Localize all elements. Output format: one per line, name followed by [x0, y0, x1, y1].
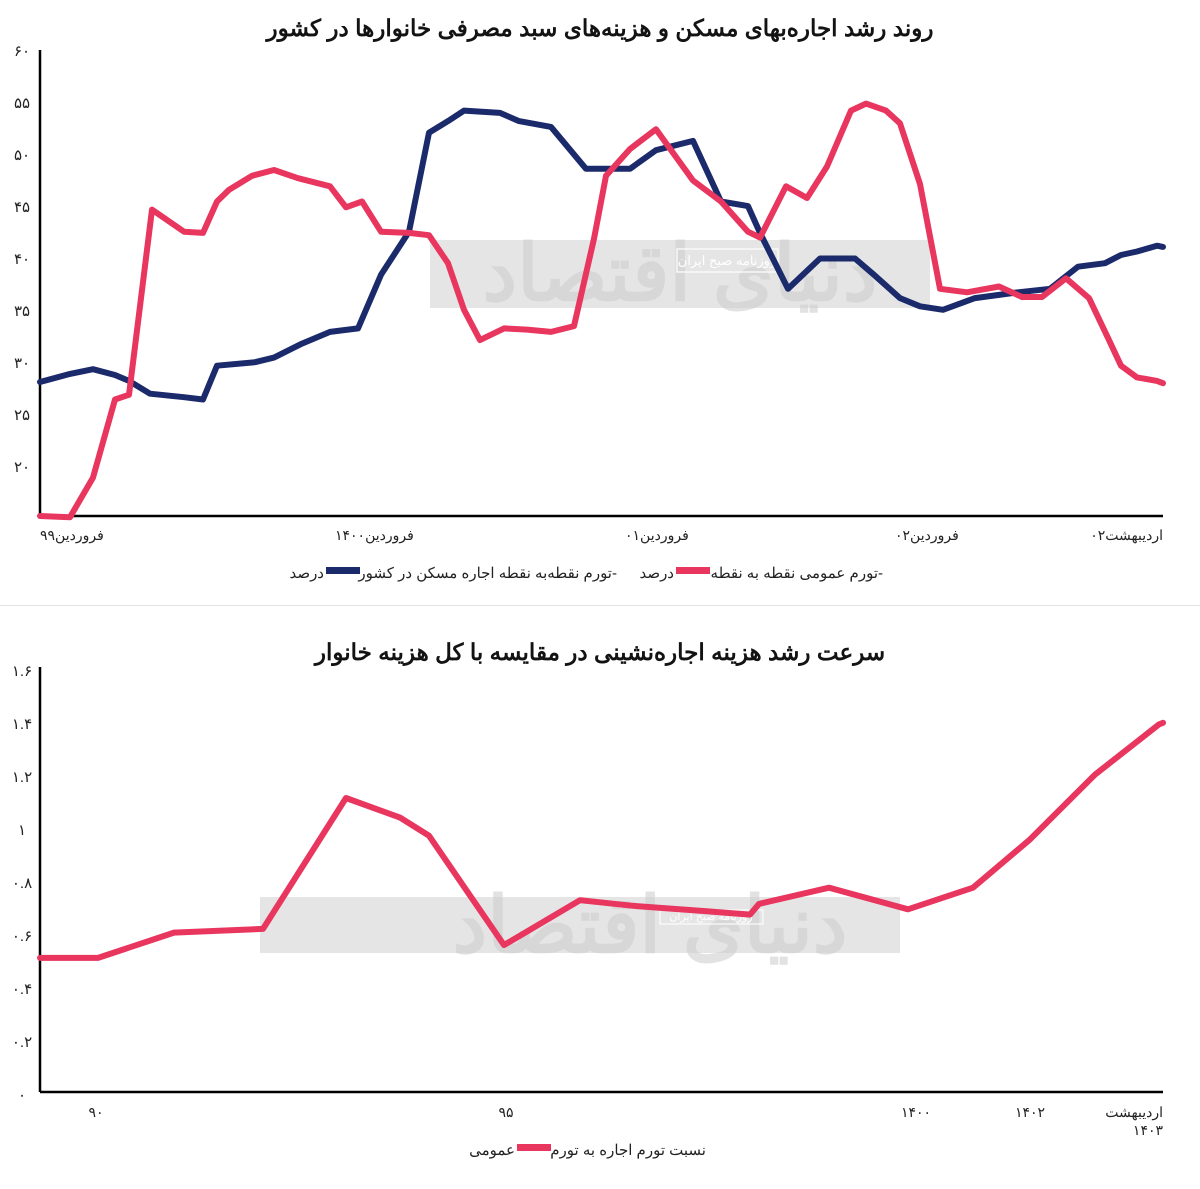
svg-text:عمومی: عمومی: [469, 1142, 515, 1159]
svg-text:فروردین۰۱: فروردین۰۱: [625, 527, 689, 544]
svg-text:تورم عمومی نقطه به نقطه-: تورم عمومی نقطه به نقطه-: [711, 565, 883, 582]
svg-text:۱۴۰۲: ۱۴۰۲: [1015, 1104, 1045, 1120]
svg-text:۳۰: ۳۰: [14, 355, 30, 372]
svg-text:درصد: درصد: [289, 565, 324, 582]
svg-text:۹۵: ۹۵: [498, 1104, 513, 1120]
svg-text:۱.۲: ۱.۲: [12, 769, 32, 786]
svg-text:فروردین۱۴۰۰: فروردین۱۴۰۰: [335, 527, 414, 544]
svg-text:فروردین۹۹: فروردین۹۹: [40, 527, 104, 544]
svg-text:۵۰: ۵۰: [14, 147, 30, 164]
svg-text:۰.۴: ۰.۴: [12, 981, 32, 998]
svg-text:نسبت تورم اجاره به تورم: نسبت تورم اجاره به تورم: [550, 1142, 706, 1159]
svg-text:۰.۸: ۰.۸: [12, 875, 32, 892]
svg-text:۵۵: ۵۵: [14, 95, 30, 112]
svg-text:۴۵: ۴۵: [14, 199, 30, 216]
svg-text:دنیای اقتصاد: دنیای اقتصاد: [482, 229, 877, 317]
svg-text:۹۰: ۹۰: [88, 1104, 103, 1120]
svg-text:۲۵: ۲۵: [14, 407, 30, 424]
svg-text:۰: ۰: [18, 1087, 26, 1104]
svg-text:۱۴۰۰: ۱۴۰۰: [901, 1104, 931, 1120]
svg-text:فروردین۰۲: فروردین۰۲: [895, 527, 959, 544]
svg-text:۲۰: ۲۰: [14, 459, 30, 476]
svg-text:تورم نقطه‌به نقطه اجاره مسکن د: تورم نقطه‌به نقطه اجاره مسکن در کشور-: [357, 565, 617, 582]
svg-text:اردیبهشت: اردیبهشت: [1105, 1104, 1163, 1121]
svg-text:اردیبهشت۰۲: اردیبهشت۰۲: [1090, 527, 1163, 544]
svg-text:۱.۴: ۱.۴: [12, 716, 32, 733]
svg-text:۱: ۱: [18, 822, 26, 839]
svg-text:درصد: درصد: [639, 565, 674, 582]
svg-text:۱۴۰۳: ۱۴۰۳: [1133, 1122, 1164, 1138]
svg-text:۰.۶: ۰.۶: [12, 928, 32, 945]
svg-text:۶۰: ۶۰: [14, 43, 30, 60]
svg-text:۴۰: ۴۰: [14, 251, 30, 268]
svg-text:۰.۲: ۰.۲: [12, 1034, 32, 1051]
svg-text:۳۵: ۳۵: [14, 303, 30, 320]
svg-text:روزنامه صبح ایران: روزنامه صبح ایران: [678, 253, 776, 269]
